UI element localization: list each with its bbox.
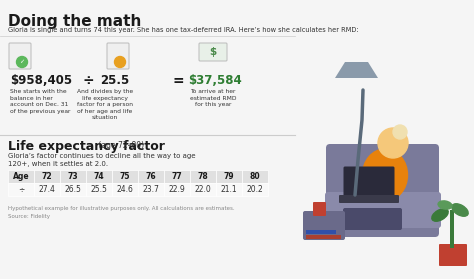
Text: 75: 75 [120, 172, 130, 181]
Bar [8, 170, 34, 183]
Bar [34, 170, 60, 183]
Text: 25.5: 25.5 [91, 185, 108, 194]
Bar [34, 183, 60, 196]
Text: Gloria is single and turns 74 this year. She has one tax-deferred IRA. Here’s ho: Gloria is single and turns 74 this year.… [8, 27, 359, 33]
Text: 21.1: 21.1 [221, 185, 237, 194]
Circle shape [17, 57, 27, 68]
FancyBboxPatch shape [326, 144, 439, 237]
FancyBboxPatch shape [439, 244, 467, 266]
FancyBboxPatch shape [303, 211, 345, 240]
Text: Age: Age [13, 172, 29, 181]
Text: 24.6: 24.6 [117, 185, 134, 194]
Text: 78: 78 [198, 172, 209, 181]
Text: 77: 77 [172, 172, 182, 181]
Text: To arrive at her
estimated RMD
for this year: To arrive at her estimated RMD for this … [190, 89, 236, 107]
Text: And divides by the
life expectancy
factor for a person
of her age and life
situa: And divides by the life expectancy facto… [77, 89, 133, 121]
Bar [242, 170, 268, 183]
FancyBboxPatch shape [107, 43, 129, 69]
Bar [86, 183, 112, 196]
Circle shape [393, 125, 407, 139]
Text: 22.9: 22.9 [169, 185, 185, 194]
Bar [450, 210, 454, 248]
Text: ÷: ÷ [82, 74, 94, 88]
Text: ÷: ÷ [18, 185, 24, 194]
Bar [216, 183, 242, 196]
Text: 20.2: 20.2 [246, 185, 264, 194]
Bar [190, 170, 216, 183]
Text: She starts with the
balance in her
account on Dec. 31
of the previous year: She starts with the balance in her accou… [10, 89, 71, 114]
Text: 80: 80 [250, 172, 260, 181]
Circle shape [115, 57, 126, 68]
Bar [60, 170, 86, 183]
Bar [138, 183, 164, 196]
Text: 73: 73 [68, 172, 78, 181]
Bar [242, 183, 268, 196]
Text: =: = [172, 74, 184, 88]
Bar [216, 170, 242, 183]
Bar [306, 235, 341, 239]
Bar [164, 170, 190, 183]
FancyBboxPatch shape [339, 195, 399, 203]
Ellipse shape [438, 201, 452, 209]
Text: 22.0: 22.0 [195, 185, 211, 194]
Text: ✓: ✓ [19, 59, 25, 64]
Circle shape [353, 191, 361, 199]
FancyBboxPatch shape [313, 202, 326, 216]
FancyBboxPatch shape [325, 192, 441, 228]
Text: Gloria’s factor continues to decline all the way to age
120+, when it settles at: Gloria’s factor continues to decline all… [8, 153, 195, 167]
Text: (age 72–80): (age 72–80) [96, 141, 144, 150]
Ellipse shape [363, 149, 408, 201]
Bar [164, 183, 190, 196]
FancyBboxPatch shape [199, 43, 227, 61]
Text: $: $ [210, 47, 217, 57]
Text: 76: 76 [146, 172, 156, 181]
Text: 23.7: 23.7 [143, 185, 159, 194]
Text: 79: 79 [224, 172, 234, 181]
Bar [306, 230, 336, 234]
Bar [60, 183, 86, 196]
Text: Hypothetical example for illustrative purposes only. All calculations are estima: Hypothetical example for illustrative pu… [8, 206, 235, 211]
Bar [86, 170, 112, 183]
Bar [112, 170, 138, 183]
Text: $958,405: $958,405 [10, 74, 72, 87]
Text: 74: 74 [94, 172, 104, 181]
Bar [190, 183, 216, 196]
Polygon shape [335, 62, 378, 78]
Text: Life expectancy factor: Life expectancy factor [8, 140, 165, 153]
Bar [138, 170, 164, 183]
Ellipse shape [452, 204, 468, 216]
FancyBboxPatch shape [9, 43, 31, 69]
Text: $37,584: $37,584 [188, 74, 242, 87]
Ellipse shape [432, 209, 448, 221]
FancyBboxPatch shape [343, 208, 402, 230]
Text: 26.5: 26.5 [64, 185, 82, 194]
Text: 25.5: 25.5 [100, 74, 129, 87]
Text: 72: 72 [42, 172, 52, 181]
Circle shape [378, 128, 408, 158]
Text: 27.4: 27.4 [38, 185, 55, 194]
Text: Doing the math: Doing the math [8, 14, 141, 29]
Bar [8, 183, 34, 196]
Bar [112, 183, 138, 196]
FancyBboxPatch shape [344, 167, 394, 198]
Text: Source: Fidelity: Source: Fidelity [8, 214, 50, 219]
